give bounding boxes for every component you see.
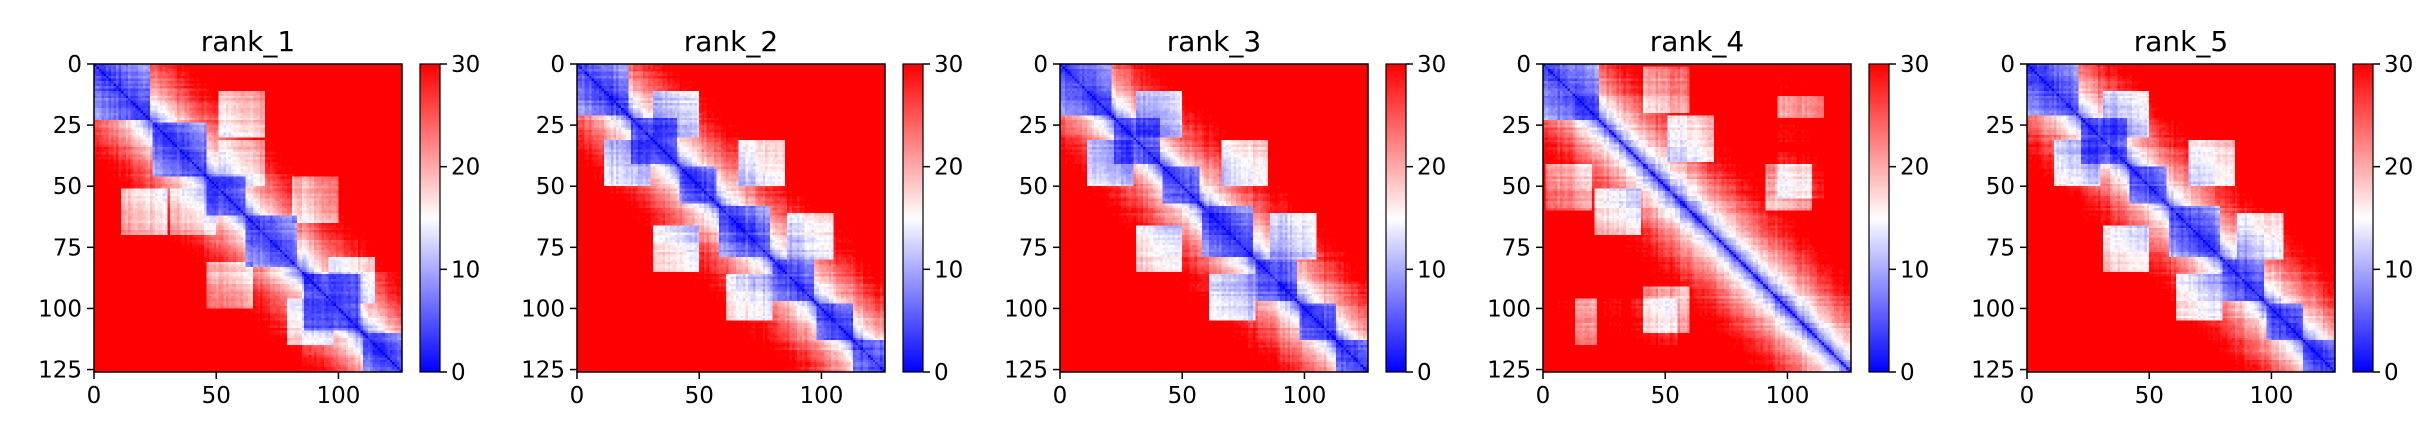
x-tick-label: 50 — [202, 383, 231, 409]
colorbar-tick-label: 10 — [451, 257, 480, 283]
y-tick-label: 0 — [1033, 52, 1048, 78]
plot-frame — [1542, 63, 1852, 373]
colorbar-tick-label: 30 — [1900, 52, 1929, 78]
panel-title: rank_2 — [684, 25, 778, 58]
colorbar-frame — [1868, 63, 1890, 373]
y-tick-label: 50 — [536, 174, 565, 200]
colorbar-tick-label: 20 — [934, 155, 963, 181]
y-tick-label: 25 — [1502, 113, 1531, 139]
panel-title: rank_4 — [1650, 25, 1744, 58]
x-tick-label: 0 — [570, 383, 585, 409]
x-tick-label: 50 — [685, 383, 714, 409]
x-tick-label: 50 — [2135, 383, 2164, 409]
colorbar — [420, 64, 440, 372]
y-tick-label: 25 — [1019, 113, 1048, 139]
colorbar-tick-label: 20 — [451, 155, 480, 181]
colorbar-tick-label: 30 — [934, 52, 963, 78]
y-tick-label: 0 — [1516, 52, 1531, 78]
panel-title: rank_1 — [201, 25, 295, 58]
heatmap-image — [94, 64, 402, 372]
colorbar-tick-label: 10 — [1900, 257, 1929, 283]
colorbar — [1869, 64, 1889, 372]
x-tick-label: 100 — [1282, 383, 1326, 409]
colorbar-tick-label: 30 — [451, 52, 480, 78]
colorbar-tick-label: 0 — [1417, 360, 1432, 386]
x-tick-label: 0 — [1536, 383, 1551, 409]
y-tick-label: 125 — [38, 358, 82, 384]
panel-title: rank_3 — [1167, 25, 1261, 58]
colorbar-frame — [1385, 63, 1407, 373]
y-tick-label: 75 — [1986, 235, 2015, 261]
y-tick-label: 125 — [521, 358, 565, 384]
heatmap-image — [1543, 64, 1851, 372]
plot-frame — [2026, 63, 2336, 373]
x-tick-label: 0 — [87, 383, 102, 409]
plot-frame — [1059, 63, 1369, 373]
x-tick-label: 100 — [316, 383, 360, 409]
colorbar-tick-label: 20 — [1900, 155, 1929, 181]
colorbar-tick-label: 0 — [934, 360, 949, 386]
x-tick-label: 0 — [1053, 383, 1068, 409]
colorbar-tick-label: 20 — [1417, 155, 1446, 181]
colorbar-tick-label: 0 — [451, 360, 466, 386]
y-tick-label: 125 — [1004, 358, 1048, 384]
y-tick-label: 100 — [1971, 296, 2015, 322]
colorbar-tick-label: 10 — [934, 257, 963, 283]
x-tick-label: 50 — [1168, 383, 1197, 409]
y-tick-label: 50 — [1019, 174, 1048, 200]
colorbar-frame — [419, 63, 441, 373]
heatmap-image — [2027, 64, 2335, 372]
y-tick-label: 0 — [67, 52, 82, 78]
y-tick-label: 125 — [1971, 358, 2015, 384]
panel-title: rank_5 — [2134, 25, 2228, 58]
colorbar-tick-label: 10 — [1417, 257, 1446, 283]
x-tick-label: 0 — [2020, 383, 2035, 409]
y-tick-label: 125 — [1487, 358, 1531, 384]
y-tick-label: 25 — [53, 113, 82, 139]
x-tick-label: 100 — [1765, 383, 1809, 409]
colorbar — [903, 64, 923, 372]
colorbar-tick-label: 0 — [2384, 360, 2399, 386]
plot-frame — [93, 63, 403, 373]
y-tick-label: 100 — [1487, 296, 1531, 322]
y-tick-label: 100 — [1004, 296, 1048, 322]
y-tick-label: 25 — [536, 113, 565, 139]
colorbar — [2353, 64, 2373, 372]
y-tick-label: 50 — [1502, 174, 1531, 200]
y-tick-label: 75 — [536, 235, 565, 261]
colorbar-frame — [902, 63, 924, 373]
y-tick-label: 0 — [550, 52, 565, 78]
y-tick-label: 0 — [2000, 52, 2015, 78]
heatmap-image — [1060, 64, 1368, 372]
colorbar-tick-label: 30 — [2384, 52, 2413, 78]
x-tick-label: 100 — [799, 383, 843, 409]
y-tick-label: 50 — [1986, 174, 2015, 200]
colorbar-tick-label: 0 — [1900, 360, 1915, 386]
y-tick-label: 75 — [1019, 235, 1048, 261]
colorbar-tick-label: 20 — [2384, 155, 2413, 181]
y-tick-label: 75 — [1502, 235, 1531, 261]
y-tick-label: 100 — [521, 296, 565, 322]
y-tick-label: 100 — [38, 296, 82, 322]
y-tick-label: 75 — [53, 235, 82, 261]
heatmap-image — [577, 64, 885, 372]
y-tick-label: 25 — [1986, 113, 2015, 139]
x-tick-label: 50 — [1651, 383, 1680, 409]
colorbar-frame — [2352, 63, 2374, 373]
x-tick-label: 100 — [2249, 383, 2293, 409]
colorbar — [1386, 64, 1406, 372]
y-tick-label: 50 — [53, 174, 82, 200]
colorbar-tick-label: 30 — [1417, 52, 1446, 78]
colorbar-tick-label: 10 — [2384, 257, 2413, 283]
plot-frame — [576, 63, 886, 373]
